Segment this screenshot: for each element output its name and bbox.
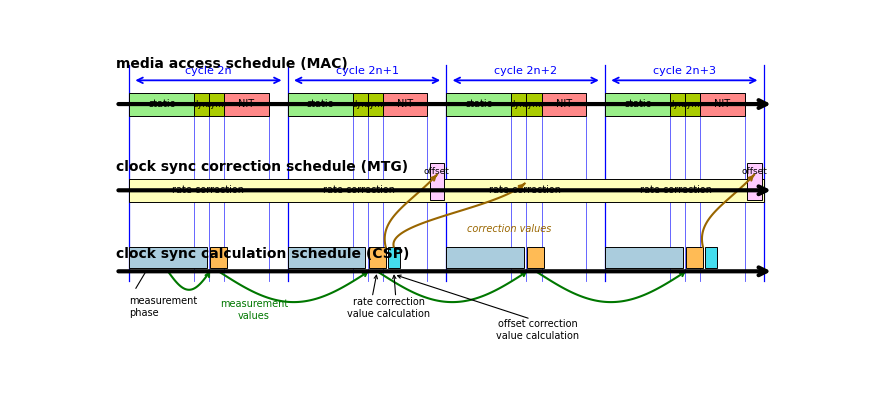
Bar bbox=[129, 93, 194, 116]
Text: cycle 2n+2: cycle 2n+2 bbox=[494, 66, 557, 76]
Text: sym.: sym. bbox=[524, 100, 544, 109]
Bar bbox=[705, 247, 717, 268]
Bar bbox=[383, 93, 428, 116]
Text: rate correction: rate correction bbox=[322, 186, 395, 196]
Text: NIT: NIT bbox=[714, 99, 731, 109]
Text: measurement
values: measurement values bbox=[219, 299, 288, 321]
Bar bbox=[446, 93, 511, 116]
Text: sym.: sym. bbox=[365, 100, 386, 109]
Bar bbox=[429, 163, 444, 200]
Bar bbox=[129, 179, 764, 202]
Bar bbox=[542, 93, 586, 116]
Bar bbox=[526, 93, 542, 116]
Bar bbox=[194, 93, 209, 116]
Text: NIT: NIT bbox=[239, 99, 254, 109]
Bar bbox=[746, 163, 761, 200]
Text: static: static bbox=[307, 99, 334, 109]
Bar bbox=[209, 93, 225, 116]
Bar bbox=[287, 247, 366, 268]
Text: static: static bbox=[148, 99, 175, 109]
Bar bbox=[446, 247, 524, 268]
Text: offset: offset bbox=[741, 168, 767, 176]
Bar bbox=[210, 247, 227, 268]
Text: clock sync calculation schedule (CSP): clock sync calculation schedule (CSP) bbox=[116, 247, 409, 261]
Text: clock sync correction schedule (MTG): clock sync correction schedule (MTG) bbox=[116, 160, 408, 174]
Bar bbox=[368, 93, 383, 116]
Text: cycle 2n+1: cycle 2n+1 bbox=[335, 66, 399, 76]
Bar bbox=[287, 93, 353, 116]
Text: offset: offset bbox=[424, 168, 450, 176]
Text: measurement
phase: measurement phase bbox=[129, 296, 198, 318]
Bar bbox=[225, 93, 269, 116]
Text: rate correction: rate correction bbox=[640, 186, 712, 196]
Bar bbox=[353, 93, 368, 116]
Bar bbox=[605, 93, 670, 116]
Text: media access schedule (MAC): media access schedule (MAC) bbox=[116, 57, 348, 71]
Text: dyn.: dyn. bbox=[351, 100, 369, 109]
Bar bbox=[685, 93, 700, 116]
Text: dyn.: dyn. bbox=[668, 100, 686, 109]
Bar bbox=[368, 247, 386, 268]
Text: NIT: NIT bbox=[397, 99, 413, 109]
Text: rate correction: rate correction bbox=[489, 186, 561, 196]
Text: dyn.: dyn. bbox=[192, 100, 211, 109]
Bar bbox=[605, 247, 683, 268]
Text: rate correction
value calculation: rate correction value calculation bbox=[348, 298, 430, 319]
Text: sym.: sym. bbox=[206, 100, 226, 109]
Text: cycle 2n+3: cycle 2n+3 bbox=[653, 66, 716, 76]
Text: sym.: sym. bbox=[683, 100, 703, 109]
Bar bbox=[388, 247, 400, 268]
Bar bbox=[511, 93, 526, 116]
Bar bbox=[670, 93, 685, 116]
Bar bbox=[528, 247, 544, 268]
Text: cycle 2n: cycle 2n bbox=[186, 66, 232, 76]
Bar bbox=[686, 247, 703, 268]
Bar bbox=[700, 93, 745, 116]
Text: dyn.: dyn. bbox=[510, 100, 528, 109]
Text: static: static bbox=[465, 99, 492, 109]
Text: rate correction: rate correction bbox=[172, 186, 245, 196]
Text: static: static bbox=[624, 99, 651, 109]
Bar bbox=[129, 247, 206, 268]
Text: correction values: correction values bbox=[467, 224, 551, 234]
Text: offset correction
value calculation: offset correction value calculation bbox=[496, 319, 579, 341]
Text: NIT: NIT bbox=[556, 99, 572, 109]
